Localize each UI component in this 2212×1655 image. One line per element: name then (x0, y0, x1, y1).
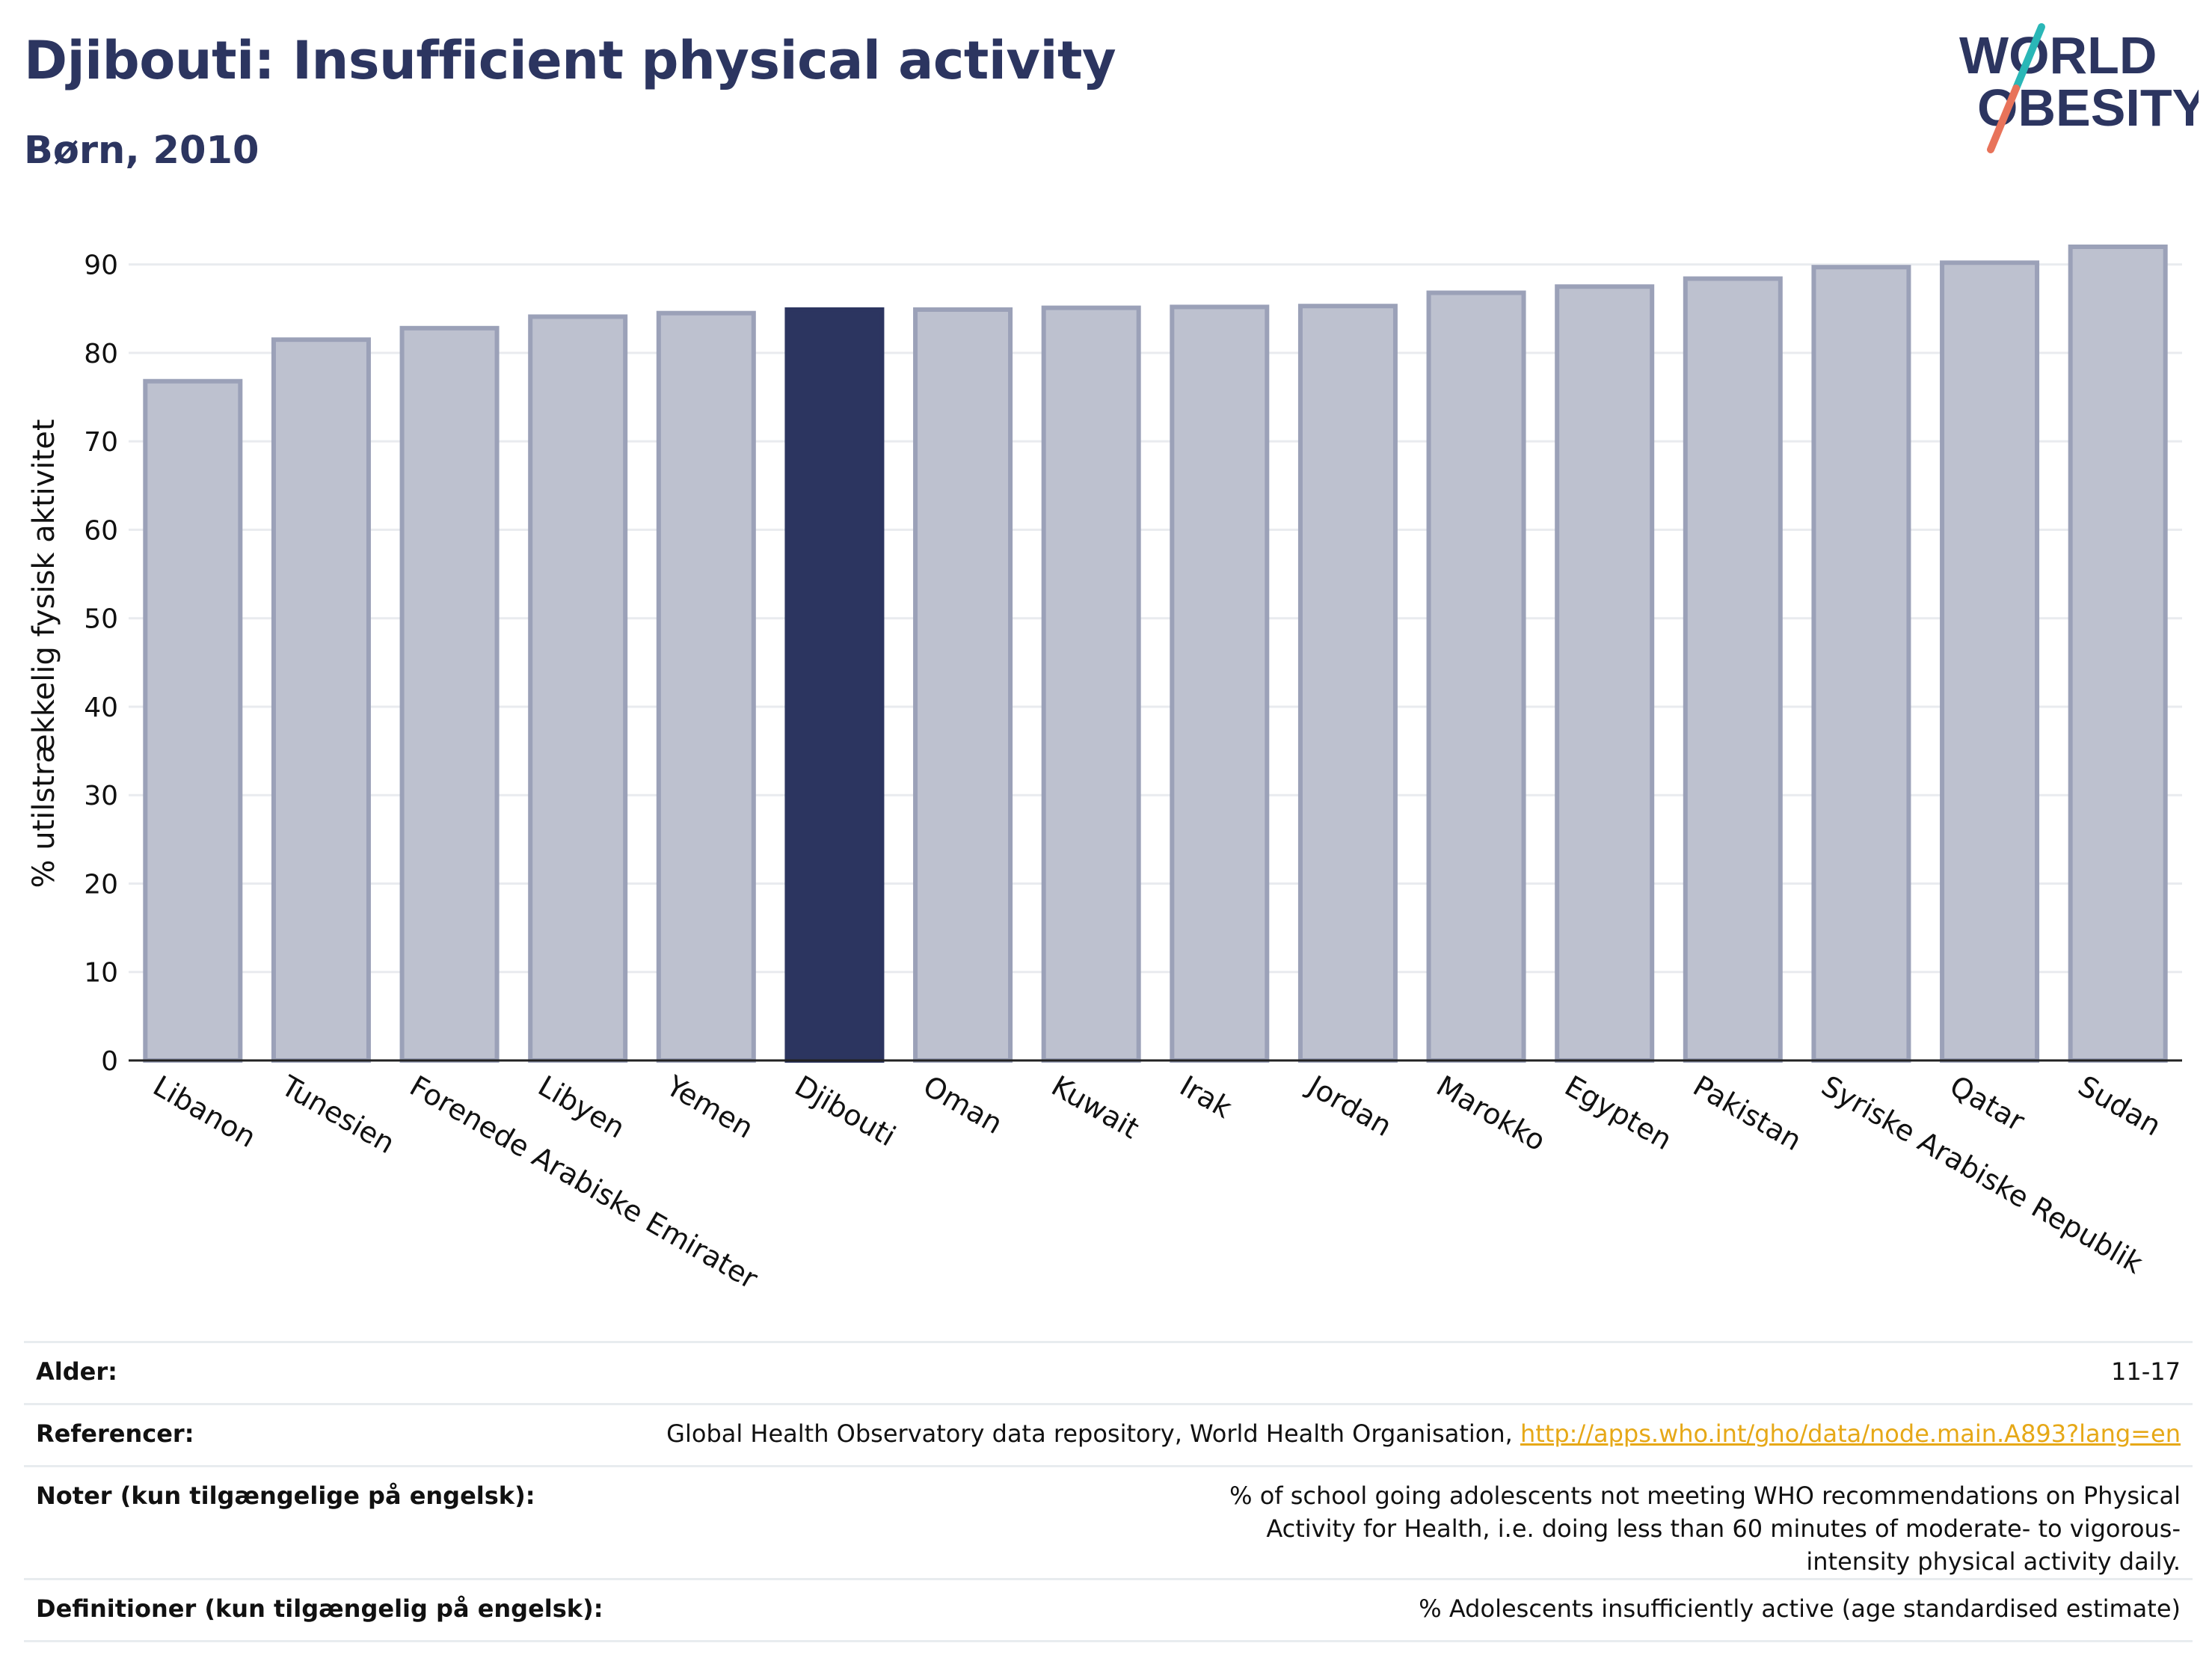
x-tick-label: Marokko (1431, 1069, 1552, 1158)
x-tick-label: Kuwait (1046, 1069, 1145, 1146)
x-tick-label: Yemen (660, 1069, 759, 1145)
y-tick-label: 30 (84, 781, 118, 811)
meta-row-age: Alder: 11-17 (24, 1341, 2193, 1404)
page-subtitle: Børn, 2010 (24, 129, 259, 173)
y-axis-label: % utilstrækkelig fysisk aktivitet (27, 419, 61, 888)
x-tick-label: Djibouti (789, 1069, 901, 1153)
bar-kuwait (1041, 305, 1141, 1063)
meta-row-notes: Noter (kun tilgængelige på engelsk): % o… (24, 1465, 2193, 1579)
logo-slash-top-icon (2012, 23, 2045, 92)
bar-libanon (143, 378, 243, 1063)
bar-sudan (2068, 245, 2168, 1063)
bars (143, 245, 2168, 1063)
x-tick-label: Qatar (1944, 1069, 2030, 1138)
reference-text: Global Health Observatory data repositor… (666, 1419, 1520, 1448)
y-tick-label: 90 (84, 251, 118, 281)
bar-jordan (1297, 304, 1398, 1063)
bar-qatar (1940, 260, 2040, 1063)
bar-pakistan (1683, 276, 1783, 1063)
y-tick-label: 0 (101, 1046, 118, 1077)
x-tick-label: Jordan (1301, 1069, 1397, 1143)
bar-marokko (1426, 290, 1526, 1063)
x-tick-label: Tunesien (275, 1069, 400, 1160)
logo-word-1: WORLD (1959, 26, 2157, 85)
meta-label: Definitioner (kun tilgængelig på engelsk… (24, 1578, 615, 1642)
meta-value: Global Health Observatory data repositor… (615, 1403, 2193, 1467)
meta-row-definitions: Definitioner (kun tilgængelig på engelsk… (24, 1578, 2193, 1642)
meta-value: 11-17 (615, 1341, 2193, 1404)
meta-label: Noter (kun tilgængelige på engelsk): (24, 1465, 615, 1579)
reference-link[interactable]: http://apps.who.int/gho/data/node.main.A… (1520, 1419, 2181, 1448)
page-title: Djibouti: Insufficient physical activity (24, 30, 1116, 91)
y-tick-label: 70 (84, 427, 118, 458)
x-tick-label: Libyen (532, 1069, 630, 1145)
y-tick-label: 50 (84, 604, 118, 635)
bar-tunesien (271, 337, 371, 1063)
world-obesity-logo: WORLD OBESITY (1959, 23, 2199, 153)
x-tick-label: Sudan (2073, 1069, 2167, 1143)
y-tick-label: 80 (84, 339, 118, 369)
x-tick-label: Libanon (147, 1069, 261, 1154)
x-tick-label: Oman (918, 1069, 1008, 1140)
meta-label: Referencer: (24, 1403, 615, 1467)
y-tick-label: 10 (84, 958, 118, 989)
meta-row-references: Referencer: Global Health Observatory da… (24, 1403, 2193, 1467)
metadata-table: Alder: 11-17 Referencer: Global Health O… (24, 1341, 2193, 1642)
meta-value: % of school going adolescents not meetin… (615, 1465, 2193, 1579)
x-tick-label: Pakistan (1688, 1069, 1807, 1158)
logo-slash-bottom-icon (1987, 85, 2020, 153)
meta-label: Alder: (24, 1341, 615, 1404)
y-tick-label: 60 (84, 515, 118, 546)
bar-syriske-arabiske-republik (1811, 265, 1911, 1063)
bar-djibouti (784, 307, 885, 1063)
x-tick-label: Egypten (1559, 1069, 1677, 1157)
bar-irak (1170, 304, 1270, 1063)
bar-yemen (656, 310, 756, 1063)
y-tick-label: 20 (84, 869, 118, 900)
y-tick-label: 40 (84, 693, 118, 723)
bar-egypten (1555, 284, 1655, 1063)
bar-libyen (528, 314, 628, 1063)
meta-value: % Adolescents insufficiently active (age… (615, 1578, 2193, 1642)
bar-oman (913, 307, 1013, 1063)
bar-forenede-arabiske-emirater (399, 325, 500, 1063)
x-tick-label: Irak (1174, 1069, 1237, 1125)
